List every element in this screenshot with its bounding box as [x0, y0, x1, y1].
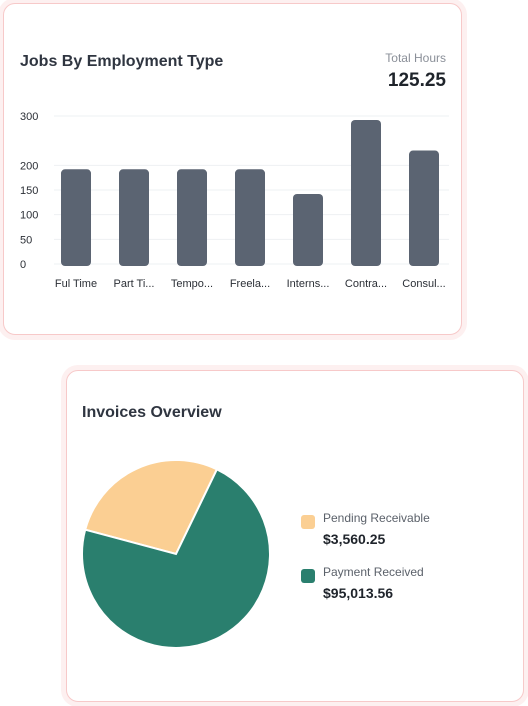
invoices-overview-card: Invoices Overview Pending Receivable $3,…	[66, 370, 524, 702]
x-tick-label: Consul...	[402, 278, 445, 290]
bar[interactable]	[235, 169, 265, 266]
total-hours-value: 125.25	[387, 70, 446, 91]
x-tick-label: Tempo...	[171, 278, 213, 290]
bar[interactable]	[119, 169, 149, 266]
y-tick-label: 300	[20, 111, 38, 123]
pie-slice[interactable]	[81, 468, 271, 649]
x-tick-label: Part Ti...	[114, 278, 155, 290]
legend-swatch-received	[301, 569, 315, 583]
y-tick-label: 0	[20, 259, 26, 271]
bar[interactable]	[61, 169, 91, 266]
total-hours-label: Total Hours	[385, 51, 446, 65]
y-tick-label: 100	[20, 210, 38, 222]
invoices-pie-chart	[81, 459, 271, 649]
x-tick-label: Interns...	[287, 278, 330, 290]
legend-label-received: Payment Received	[323, 565, 424, 579]
y-tick-label: 150	[20, 185, 38, 197]
x-tick-label: Contra...	[345, 278, 387, 290]
bar[interactable]	[409, 150, 439, 266]
invoices-card-title: Invoices Overview	[82, 404, 222, 421]
legend-value-received: $95,013.56	[323, 585, 394, 601]
employment-bar-chart: 0 50 100 150 200 300 Ful Time Part Ti... Tempo..…	[20, 111, 449, 290]
legend-swatch-pending	[301, 515, 315, 529]
bar[interactable]	[177, 169, 207, 266]
x-tick-label: Freela...	[230, 278, 270, 290]
jobs-card-title: Jobs By Employment Type	[20, 53, 224, 70]
x-tick-label: Ful Time	[55, 278, 97, 290]
jobs-by-employment-type-card: Jobs By Employment Type Total Hours 125.…	[3, 3, 462, 335]
pie-slice[interactable]	[83, 459, 219, 556]
bar[interactable]	[293, 193, 323, 266]
legend-label-pending: Pending Receivable	[323, 511, 430, 525]
bar[interactable]	[351, 119, 381, 267]
y-tick-label: 50	[20, 234, 32, 246]
y-tick-label: 200	[20, 160, 38, 172]
legend-value-pending: $3,560.25	[323, 531, 386, 547]
